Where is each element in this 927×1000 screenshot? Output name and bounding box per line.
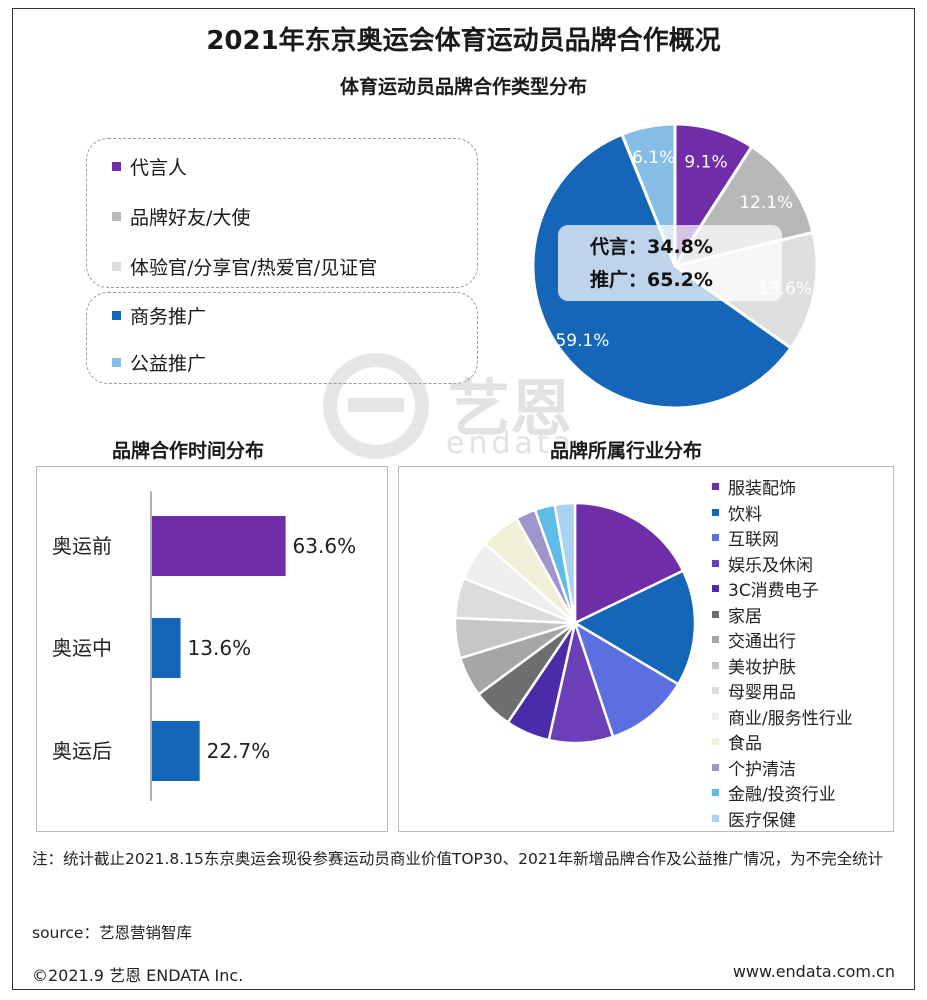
legend-swatch: [112, 212, 121, 221]
legend-swatch: [712, 712, 719, 720]
legend-label: 个护清洁: [728, 759, 796, 780]
legend-swatch: [112, 311, 121, 320]
footnote: 注：统计截止2021.8.15东京奥运会现役参赛运动员商业价值TOP30、202…: [32, 850, 884, 868]
industry-legend-item: 个护清洁: [712, 755, 796, 780]
legend-swatch: [712, 789, 719, 796]
watermark-subtext: endata: [446, 426, 576, 461]
watermark: 艺恩 endata: [318, 350, 618, 461]
pie-slice: [553, 501, 577, 624]
pie-slice: [572, 569, 697, 686]
bar: [152, 516, 286, 576]
watermark-logo-icon: [323, 353, 429, 459]
industry-legend-item: 金融/投资行业: [712, 780, 836, 805]
summary-box: [558, 225, 782, 301]
bar-category-label: 奥运中: [52, 636, 112, 660]
legend-label: 商务推广: [130, 306, 207, 328]
slice-value-label: 59.1%: [555, 331, 609, 351]
industry-legend-item: 互联网: [712, 525, 779, 550]
industry-legend-item: 美妆护肤: [712, 653, 796, 678]
legend-swatch: [712, 610, 719, 618]
legend-label: 家居: [728, 606, 762, 627]
pie-slice: [572, 620, 680, 739]
legend-swatch: [712, 814, 719, 822]
industry-chart-title: 品牌所属行业分布: [550, 440, 703, 462]
industry-legend-item: 食品: [712, 729, 762, 754]
time-bar-chart: 奥运前 63.6% 奥运中 13.6% 奥运后 22.7%: [52, 491, 357, 801]
time-chart-title: 品牌合作时间分布: [112, 440, 265, 462]
bar-value-label: 63.6%: [293, 534, 357, 558]
legend-label: 体验官/分享官/热爱官/见证官: [130, 257, 378, 279]
bar: [152, 721, 200, 781]
industry-legend-item: 饮料: [712, 500, 762, 525]
legend-item-charity: 公益推广: [112, 349, 206, 376]
industry-pie-chart: [453, 501, 697, 745]
summary-row: 推广：65.2%: [590, 268, 713, 291]
legend-swatch: [112, 162, 121, 171]
legend-label: 母婴用品: [728, 683, 796, 703]
source-label: source：艺恩营销智库: [32, 924, 192, 942]
legend-swatch: [712, 636, 719, 643]
legend-swatch: [112, 358, 121, 367]
footer-website[interactable]: www.endata.com.cn: [732, 962, 895, 981]
legend-item-ambassador: 品牌好友/大使: [112, 203, 250, 230]
industry-legend-item: 商业/服务性行业: [712, 704, 853, 729]
legend-swatch: [712, 687, 719, 694]
slice-value-label: 6.1%: [632, 148, 675, 168]
legend-swatch: [712, 483, 719, 490]
industry-legend-item: 服装配饰: [712, 474, 796, 499]
legend-label: 食品: [728, 734, 762, 754]
legend-label: 服装配饰: [728, 479, 796, 499]
legend-item-experience: 体验官/分享官/热爱官/见证官: [112, 253, 377, 280]
footer-copyright: ©2021.9 艺恩 ENDATA Inc.: [32, 966, 244, 985]
type-pie-chart: 9.1%12.1%13.6%59.1%6.1%代言：34.8%推广：65.2%: [531, 122, 819, 410]
summary-label: 推广：: [590, 268, 647, 291]
legend-label: 代言人: [130, 157, 188, 179]
legend-swatch: [712, 738, 719, 745]
legend-label: 3C消费电子: [728, 581, 819, 601]
legend-label: 医疗保健: [728, 810, 796, 831]
legend-swatch: [112, 262, 121, 271]
bar-value-label: 13.6%: [188, 636, 252, 660]
bar-value-label: 22.7%: [207, 739, 271, 763]
legend-swatch: [712, 559, 719, 567]
slice-value-label: 9.1%: [684, 152, 727, 172]
industry-legend-item: 3C消费电子: [712, 576, 819, 601]
pie-slice: [573, 501, 685, 625]
summary-value: 34.8%: [647, 236, 713, 258]
industry-legend-item: 交通出行: [712, 627, 796, 652]
industry-legend-item: 家居: [712, 602, 762, 627]
legend-swatch: [712, 508, 719, 516]
legend-group-endorse: [86, 138, 478, 288]
bar: [152, 618, 181, 678]
legend-label: 互联网: [728, 530, 779, 550]
summary-label: 代言：: [589, 235, 647, 258]
legend-label: 金融/投资行业: [728, 785, 836, 805]
legend-label: 品牌好友/大使: [130, 207, 251, 229]
legend-group-promo: [86, 292, 478, 384]
industry-legend-item: 娱乐及休闲: [712, 551, 813, 576]
legend-swatch: [712, 534, 719, 541]
industry-legend-item: 医疗保健: [712, 806, 796, 831]
legend-swatch: [712, 585, 719, 592]
legend-label: 美妆护肤: [728, 657, 796, 678]
slice-value-label: 12.1%: [739, 193, 793, 213]
legend-label: 交通出行: [728, 632, 796, 652]
legend-label: 饮料: [728, 504, 762, 525]
type-chart-title: 体育运动员品牌合作类型分布: [339, 76, 587, 98]
legend-label: 公益推广: [130, 353, 207, 375]
bar-category-label: 奥运前: [52, 534, 112, 558]
watermark-text: 艺恩: [448, 372, 573, 445]
page-title: 2021年东京奥运会体育运动员品牌合作概况: [206, 26, 721, 56]
legend-item-business: 商务推广: [112, 302, 206, 329]
legend-swatch: [712, 661, 719, 669]
legend-item-spokesperson: 代言人: [112, 153, 187, 180]
summary-value: 65.2%: [647, 269, 713, 291]
legend-label: 商业/服务性行业: [728, 708, 853, 729]
legend-label: 娱乐及休闲: [728, 555, 813, 576]
bar-category-label: 奥运后: [52, 739, 112, 763]
legend-swatch: [712, 763, 719, 771]
summary-row: 代言：34.8%: [589, 235, 713, 258]
industry-legend-item: 母婴用品: [712, 678, 796, 703]
